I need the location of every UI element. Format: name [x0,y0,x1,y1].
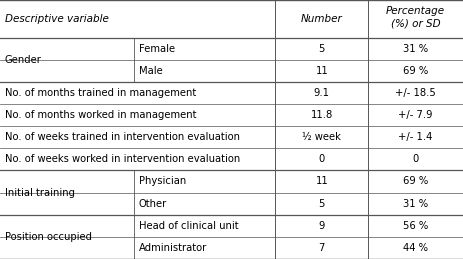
Text: 69 %: 69 % [403,176,428,186]
Text: Male: Male [139,66,163,76]
Text: Female: Female [139,44,175,54]
Text: 5: 5 [319,199,325,209]
Text: Position occupied: Position occupied [5,232,92,242]
Text: 11: 11 [315,66,328,76]
Text: Number: Number [301,14,343,24]
Text: No. of weeks trained in intervention evaluation: No. of weeks trained in intervention eva… [5,132,240,142]
Text: No. of months trained in management: No. of months trained in management [5,88,196,98]
Text: Percentage
(%) or SD: Percentage (%) or SD [386,6,445,29]
Text: Head of clinical unit: Head of clinical unit [139,221,238,231]
Text: 11.8: 11.8 [311,110,333,120]
Text: 0: 0 [319,154,325,164]
Text: 9: 9 [319,221,325,231]
Text: No. of months worked in management: No. of months worked in management [5,110,196,120]
Text: +/- 18.5: +/- 18.5 [395,88,436,98]
Text: 0: 0 [413,154,419,164]
Text: 5: 5 [319,44,325,54]
Text: 7: 7 [319,243,325,253]
Text: ½ week: ½ week [302,132,341,142]
Text: Administrator: Administrator [139,243,207,253]
Text: Initial training: Initial training [5,188,75,198]
Text: Other: Other [139,199,167,209]
Text: Gender: Gender [5,55,42,65]
Text: Physician: Physician [139,176,186,186]
Text: +/- 7.9: +/- 7.9 [398,110,433,120]
Text: 56 %: 56 % [403,221,428,231]
Text: 11: 11 [315,176,328,186]
Text: 44 %: 44 % [403,243,428,253]
Text: 31 %: 31 % [403,44,428,54]
Text: Descriptive variable: Descriptive variable [5,14,108,24]
Text: 69 %: 69 % [403,66,428,76]
Text: 31 %: 31 % [403,199,428,209]
Text: No. of weeks worked in intervention evaluation: No. of weeks worked in intervention eval… [5,154,240,164]
Text: 9.1: 9.1 [314,88,330,98]
Text: +/- 1.4: +/- 1.4 [398,132,433,142]
